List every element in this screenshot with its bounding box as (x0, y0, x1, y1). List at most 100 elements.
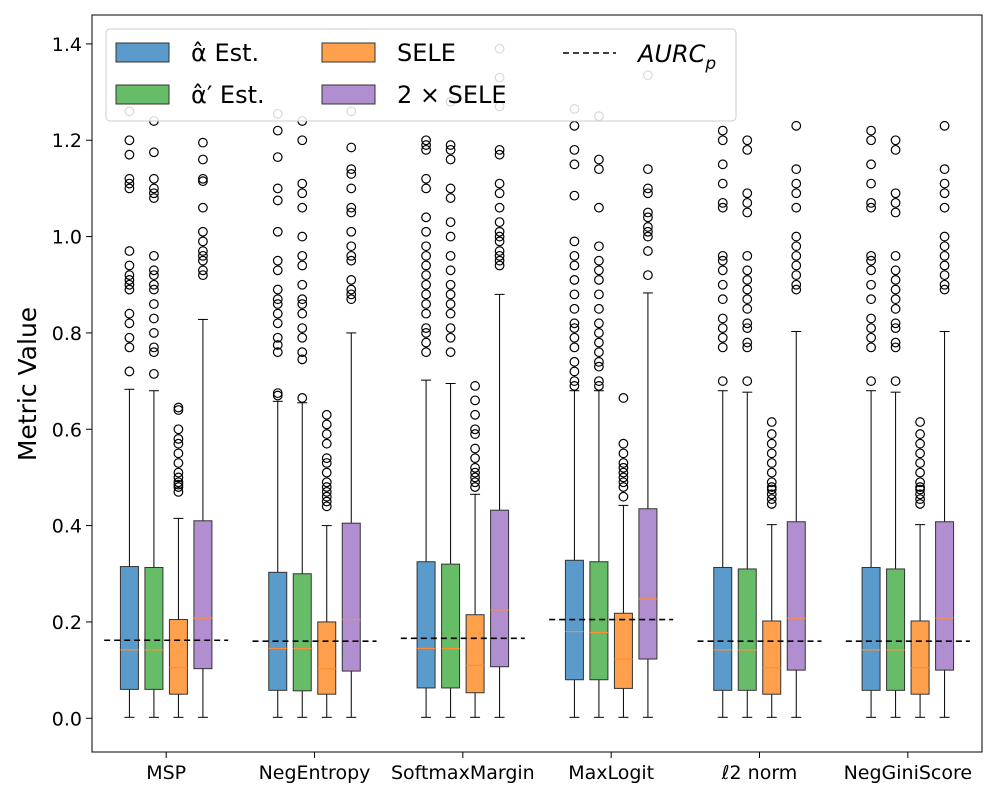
outlier (149, 147, 159, 158)
outlier (569, 332, 580, 343)
outlier (421, 299, 431, 309)
outlier (173, 486, 184, 497)
outlier (643, 212, 653, 223)
outlier (569, 289, 580, 300)
outlier (866, 135, 876, 146)
outlier (618, 393, 629, 403)
outlier (915, 467, 925, 478)
outlier (569, 303, 580, 314)
outlier (445, 154, 456, 165)
outlier (717, 135, 728, 146)
outlier (272, 125, 283, 136)
outlier (618, 472, 629, 483)
outlier (124, 308, 135, 319)
outlier (198, 202, 208, 213)
outlier (198, 246, 208, 256)
outlier (149, 299, 159, 309)
outlier (594, 303, 604, 314)
outlier (198, 226, 208, 237)
outlier (297, 294, 308, 305)
box (490, 509, 510, 668)
box (935, 521, 955, 671)
outlier (272, 347, 283, 358)
outlier (890, 250, 901, 261)
outlier (890, 337, 901, 348)
outlier (866, 255, 876, 266)
outlier (173, 448, 184, 459)
legend-swatch (115, 84, 170, 105)
outlier (618, 477, 629, 488)
box (341, 522, 361, 672)
outlier (321, 438, 332, 449)
outlier (297, 188, 308, 199)
outlier (321, 501, 332, 512)
x-axis-ticks: MSP NegEntropy SoftmaxMargin MaxLogit ℓ2 nor… (146, 752, 972, 784)
outlier (643, 222, 653, 232)
outlier (173, 472, 184, 483)
legend-label: α̂′ Est. (191, 81, 265, 109)
outlier (569, 275, 580, 285)
outlier (594, 337, 604, 348)
outlier (198, 137, 208, 148)
outlier (939, 250, 950, 261)
box (638, 508, 658, 660)
outlier (494, 246, 505, 256)
outlier (791, 188, 802, 199)
outlier (594, 318, 604, 329)
outlier (915, 482, 925, 492)
y-tick-label: 1.2 (52, 130, 82, 152)
outlier (494, 260, 505, 271)
category-label: NegGiniScore (844, 762, 973, 784)
category-label: NegEntropy (259, 762, 371, 784)
outlier (594, 381, 604, 391)
outlier (494, 202, 505, 213)
box (786, 521, 806, 671)
box (441, 563, 461, 689)
outlier (149, 183, 159, 194)
outlier (791, 120, 802, 131)
outlier (742, 135, 753, 146)
outlier (445, 308, 456, 319)
outlier (346, 169, 357, 179)
outlier (421, 270, 431, 281)
outlier (890, 275, 901, 285)
outlier (470, 424, 480, 435)
outlier (915, 458, 925, 468)
outlier (742, 323, 753, 334)
outlier (766, 429, 777, 439)
outlier (494, 226, 505, 237)
outlier (717, 202, 728, 213)
outlier (346, 241, 357, 252)
outlier (915, 477, 925, 488)
outlier (494, 236, 505, 247)
outlier (890, 135, 901, 146)
outlier (939, 164, 950, 175)
outlier (569, 250, 580, 261)
outlier (594, 202, 604, 213)
outlier (939, 270, 950, 281)
outlier (421, 323, 431, 334)
outlier (124, 342, 135, 353)
outlier (421, 337, 431, 348)
outlier (717, 376, 728, 386)
outlier (272, 308, 283, 319)
outlier (124, 246, 135, 256)
outlier (149, 265, 159, 276)
outlier (445, 140, 456, 150)
outlier (124, 260, 135, 271)
outlier (297, 260, 308, 271)
outlier (494, 231, 505, 242)
outlier (866, 159, 876, 170)
outlier (717, 323, 728, 334)
outlier (569, 318, 580, 329)
outlier (198, 173, 208, 184)
outlier (742, 250, 753, 261)
box (193, 520, 213, 670)
outlier (445, 193, 456, 203)
outlier (297, 354, 308, 365)
y-axis-title: Metric Value (13, 307, 42, 461)
box (886, 568, 906, 691)
outlier (124, 183, 135, 194)
outlier (470, 429, 480, 439)
outlier (421, 260, 431, 271)
